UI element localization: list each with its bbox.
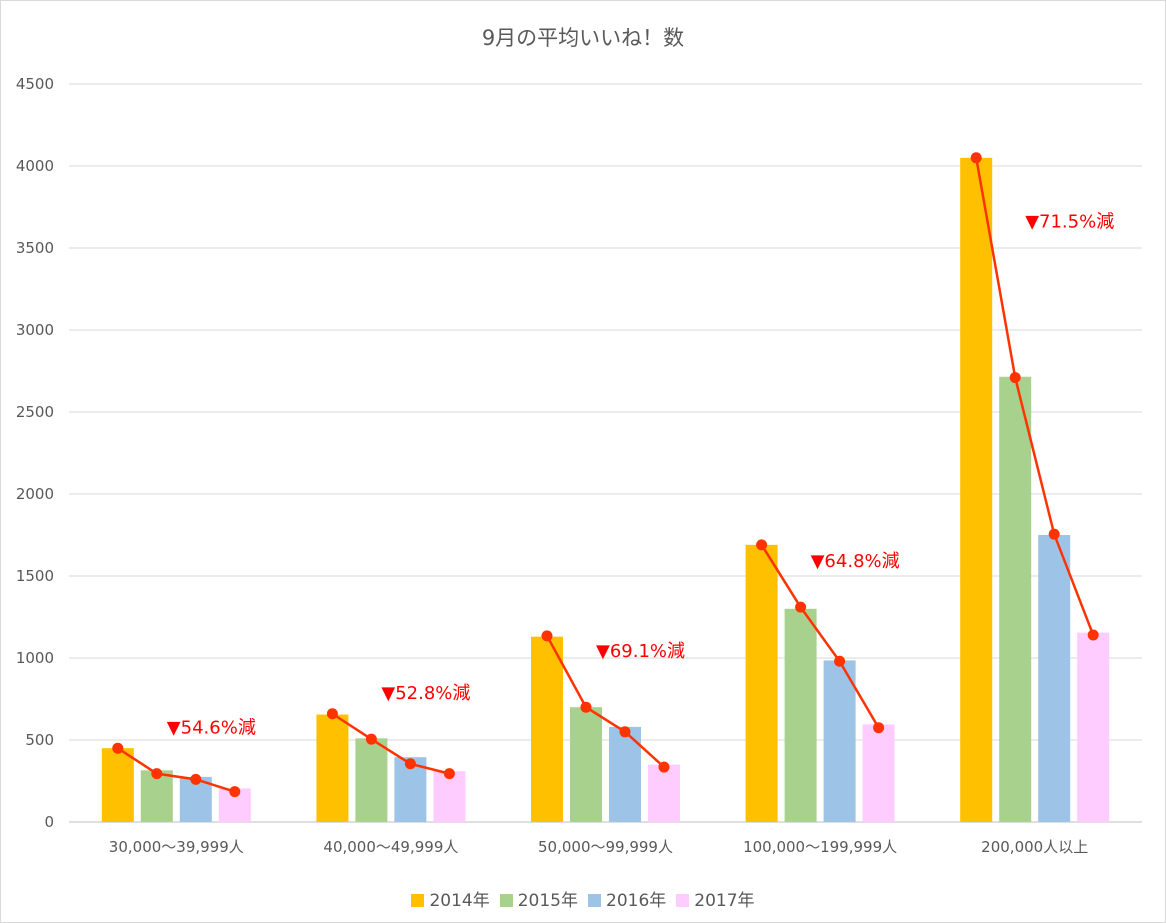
trend-point: [756, 539, 768, 551]
legend-swatch: [499, 894, 513, 907]
bars: [101, 157, 1110, 823]
y-axis-ticks: 0 500 1000 1500 2000 2500 3000 3500 4000 4500: [16, 75, 54, 831]
trend-point: [1009, 372, 1021, 384]
reduction-annotation: ▼54.6%減: [167, 718, 256, 739]
trend-point: [365, 733, 377, 745]
y-tick-label: 1500: [16, 567, 54, 585]
trend-point: [970, 152, 982, 164]
bar: [784, 608, 817, 822]
legend-item: 2016年: [588, 886, 666, 911]
legend-swatch: [411, 894, 425, 907]
bar: [960, 157, 993, 823]
y-tick-label: 4000: [16, 157, 54, 175]
y-tick-label: 2000: [16, 485, 54, 503]
trend-point: [190, 773, 202, 785]
trend-line: [760, 544, 880, 729]
y-tick-label: 1000: [16, 649, 54, 667]
bar: [862, 724, 895, 822]
y-tick-label: 2500: [16, 403, 54, 421]
bar: [745, 544, 778, 822]
bar: [1038, 535, 1071, 822]
bar: [648, 764, 680, 822]
x-category-label: 100,000〜199,999人: [743, 838, 897, 856]
y-tick-label: 0: [44, 813, 54, 831]
reduction-annotation: ▼71.5%減: [1025, 212, 1114, 233]
trend-point: [580, 701, 592, 713]
trend-line: [545, 635, 665, 768]
trend-point: [326, 708, 338, 720]
x-axis-labels: 30,000〜39,999人 40,000〜49,999人 50,000〜99,99…: [109, 838, 1088, 856]
legend-label: 2015年: [517, 891, 578, 911]
chart-title: 9月の平均いいね！数: [481, 26, 685, 50]
y-tick-label: 500: [25, 731, 54, 749]
trend-point: [834, 655, 846, 667]
trend-point: [1048, 528, 1060, 540]
bar: [355, 738, 388, 822]
y-tick-label: 3500: [16, 239, 54, 257]
bar: [1077, 632, 1110, 822]
trend-point: [229, 786, 241, 798]
bar: [570, 707, 602, 822]
bar: [531, 636, 563, 822]
trend-line: [331, 712, 450, 775]
legend-swatch: [588, 894, 601, 907]
reduction-annotation: ▼64.8%減: [811, 551, 900, 572]
legend-label: 2017年: [694, 891, 755, 911]
reduction-annotation: ▼69.1%減: [596, 641, 685, 662]
trend-point: [619, 726, 631, 738]
trend-point: [151, 768, 163, 780]
bar: [316, 714, 349, 822]
bar: [433, 771, 466, 822]
x-category-label: 200,000人以上: [981, 838, 1088, 856]
annotations: ▼54.6%減 ▼52.8%減 ▼69.1%減 ▼64.8%減 ▼71.5%減: [167, 212, 1114, 739]
trend-point: [404, 758, 416, 770]
trend-lines: [112, 152, 1099, 798]
legend-label: 2016年: [606, 891, 667, 911]
legend-item: 2015年: [499, 886, 578, 911]
trend-point: [795, 601, 807, 613]
bar: [101, 748, 134, 822]
trend-point: [112, 742, 124, 754]
x-category-label: 50,000〜99,999人: [538, 838, 673, 856]
legend-swatch: [676, 894, 690, 907]
y-tick-label: 3000: [16, 321, 54, 339]
x-category-label: 30,000〜39,999人: [109, 838, 244, 856]
trend-point: [541, 630, 553, 642]
y-tick-label: 4500: [16, 75, 54, 93]
x-category-label: 40,000〜49,999人: [323, 838, 458, 856]
bar: [999, 376, 1032, 822]
trend-line: [117, 747, 236, 793]
trend-point: [1087, 629, 1099, 641]
legend-label: 2014年: [429, 891, 490, 911]
legend-item: 2014年: [411, 886, 490, 911]
trend-point: [443, 768, 455, 780]
legend: 2014年 2015年 2016年 2017年: [0, 886, 1166, 911]
trend-point: [873, 722, 885, 734]
trend-point: [658, 761, 670, 773]
reduction-annotation: ▼52.8%減: [381, 683, 470, 704]
legend-item: 2017年: [676, 886, 755, 911]
trend-line: [974, 157, 1095, 636]
bar: [823, 660, 856, 822]
